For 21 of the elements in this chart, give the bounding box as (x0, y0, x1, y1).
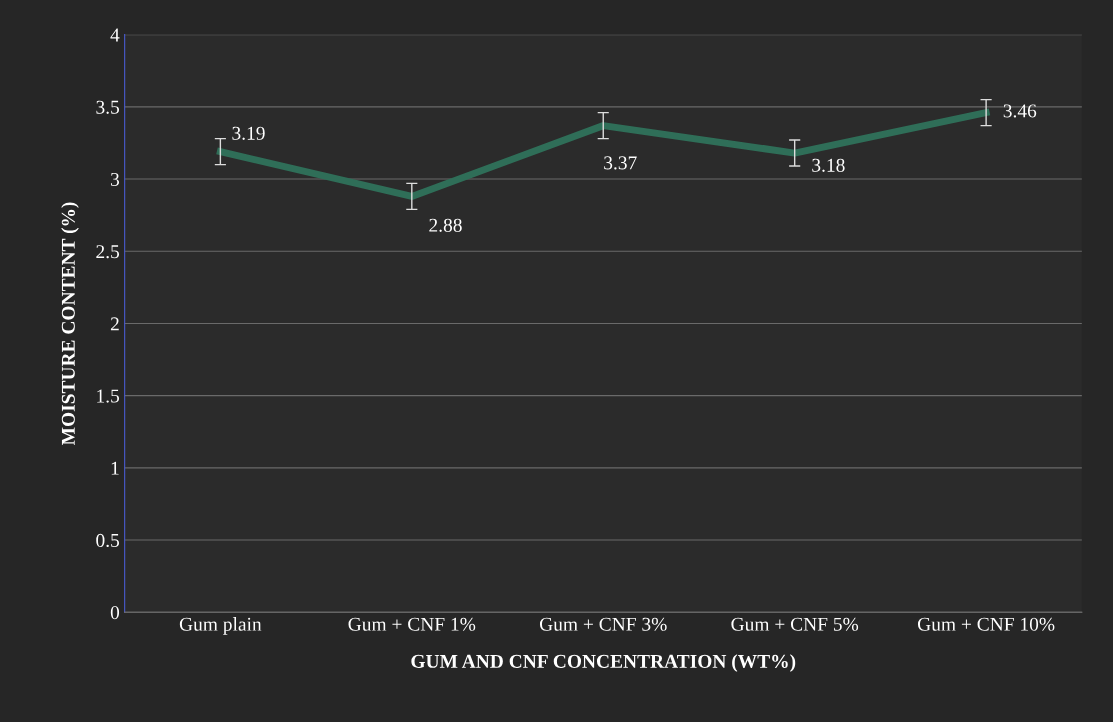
x-tick-label: Gum + CNF 10% (917, 617, 1055, 631)
x-tick-label: Gum + CNF 3% (539, 617, 667, 631)
data-label: 3.18 (812, 158, 845, 172)
x-axis-title: GUM AND CNF CONCENTRATION (WT%) (411, 654, 796, 672)
y-tick-label: 0.5 (96, 533, 120, 548)
y-tick-label: 2 (110, 317, 119, 331)
y-tick-label: 4 (110, 28, 120, 42)
data-label: 2.88 (429, 218, 462, 232)
x-tick-label: Gum + CNF 1% (348, 617, 476, 631)
x-tick-label: Gum + CNF 5% (731, 617, 859, 631)
data-label: 3.19 (232, 126, 265, 140)
x-tick-label: Gum plain (179, 617, 262, 635)
y-tick-label: 0 (110, 606, 120, 620)
y-tick-label: 3.5 (96, 100, 120, 114)
data-label: 3.37 (604, 156, 637, 170)
y-tick-label: 3 (111, 172, 120, 186)
y-tick-label: 1 (111, 461, 119, 475)
y-tick-label: 2.5 (96, 245, 120, 259)
y-tick-label: 1.5 (97, 389, 120, 403)
data-label: 3.46 (1003, 104, 1037, 118)
y-axis-title: MOISTURE CONTENT (%) (61, 202, 79, 446)
